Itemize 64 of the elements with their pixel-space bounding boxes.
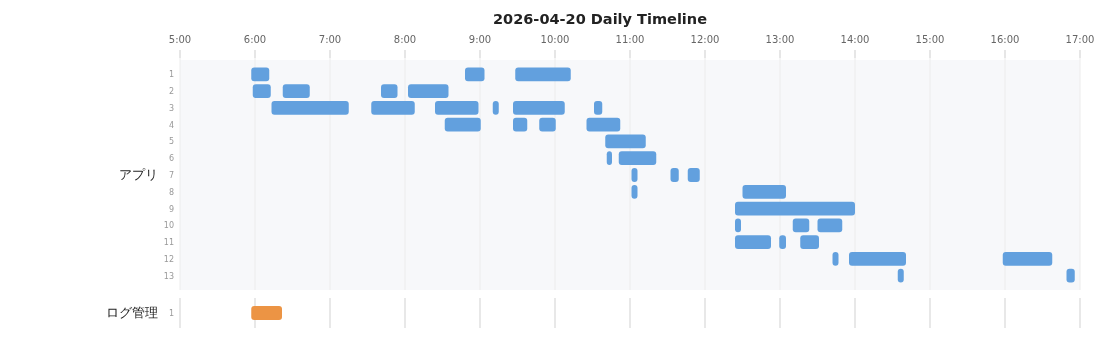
bar — [408, 84, 449, 99]
bar — [792, 218, 810, 233]
y-tick-label: 5 — [168, 137, 174, 147]
bar — [670, 168, 679, 182]
bar — [735, 201, 855, 216]
bar — [1066, 268, 1075, 283]
bar — [687, 168, 700, 182]
bar — [606, 151, 612, 166]
x-tick-label: 16:00 — [990, 34, 1020, 45]
x-tick-label: 5:00 — [168, 34, 192, 45]
x-tick-label: 11:00 — [615, 34, 645, 45]
bar — [742, 184, 786, 199]
x-tick-label: 6:00 — [243, 34, 267, 45]
bar — [849, 251, 906, 266]
bar — [465, 67, 485, 82]
y-tick-label: 11 — [163, 238, 174, 248]
bar — [251, 67, 270, 82]
x-tick-label: 14:00 — [840, 34, 870, 45]
x-tick-label: 13:00 — [765, 34, 795, 45]
x-tick-label: 9:00 — [468, 34, 492, 45]
y-tick-label: 13 — [163, 271, 174, 281]
y-axis-title: ログ管理 — [106, 305, 158, 320]
bar — [735, 235, 771, 249]
bar — [539, 117, 556, 132]
bar — [586, 117, 621, 132]
x-tick-label: 12:00 — [690, 34, 720, 45]
bar — [817, 218, 843, 233]
bar — [1002, 251, 1053, 266]
bar — [897, 268, 904, 283]
y-tick-label: 1 — [168, 309, 174, 318]
y-tick-label: 8 — [168, 187, 174, 197]
bar — [735, 218, 741, 233]
bar — [492, 101, 499, 115]
bar — [779, 235, 786, 249]
bar — [513, 117, 528, 132]
y-tick-label: 3 — [168, 103, 174, 113]
x-tick-label: 10:00 — [540, 34, 570, 45]
bar — [515, 67, 571, 82]
y-axis-title: アプリ — [119, 167, 158, 182]
y-tick-label: 12 — [163, 254, 174, 264]
bar — [444, 117, 481, 132]
bar — [800, 235, 819, 249]
x-tick-label: 17:00 — [1065, 34, 1095, 45]
chart-title: 2026-04-20 Daily Timeline — [493, 11, 708, 27]
y-tick-label: 9 — [168, 204, 174, 214]
x-tick-label: 15:00 — [915, 34, 945, 45]
x-tick-label: 8:00 — [393, 34, 417, 45]
x-tick-label: 7:00 — [318, 34, 342, 45]
bar — [282, 84, 310, 99]
bar — [381, 84, 398, 99]
y-tick-label: 6 — [168, 154, 174, 164]
bar — [435, 101, 479, 115]
y-tick-label: 2 — [168, 87, 174, 97]
bar — [618, 151, 657, 166]
bar — [513, 101, 565, 115]
bar — [594, 101, 603, 115]
y-tick-label: 7 — [168, 171, 174, 180]
bar — [271, 101, 349, 115]
y-tick-label: 4 — [168, 120, 174, 130]
y-tick-label: 1 — [168, 70, 174, 80]
bar — [371, 101, 415, 115]
bar — [252, 84, 271, 99]
y-tick-label: 10 — [163, 221, 174, 231]
bar — [605, 134, 646, 149]
